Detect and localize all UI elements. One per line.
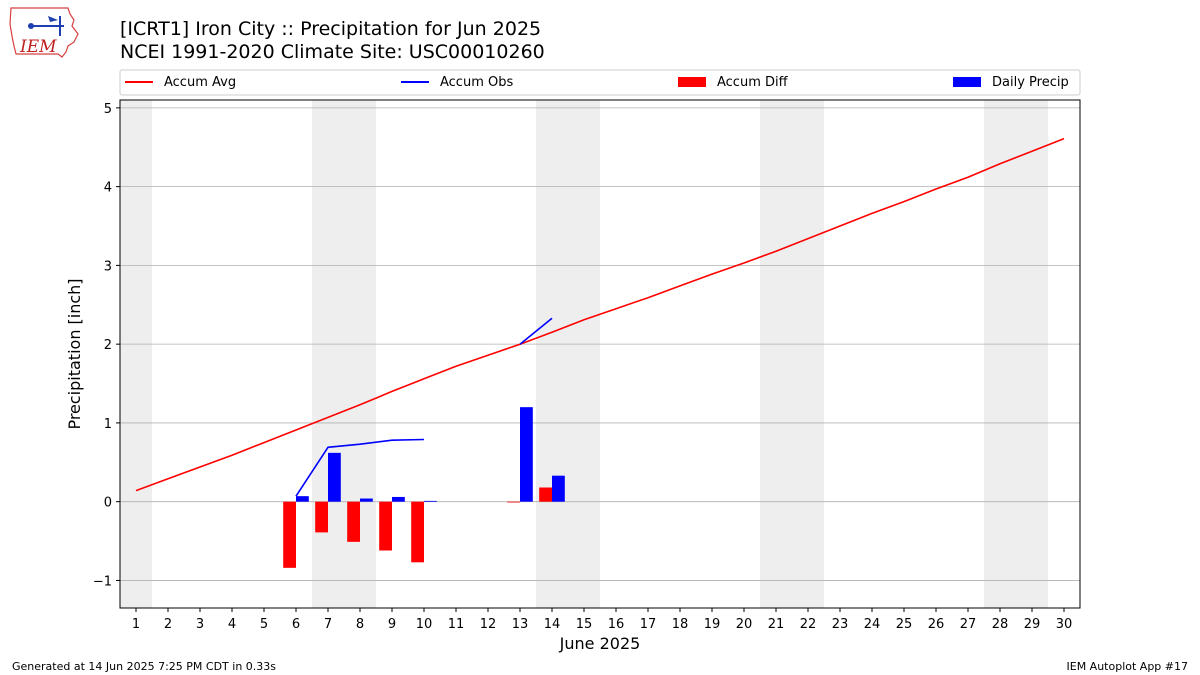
x-tick-label-20: 20: [736, 617, 753, 632]
daily-precip-bar-9: [392, 496, 405, 502]
x-tick-label-27: 27: [960, 617, 977, 632]
x-tick-label-8: 8: [356, 617, 364, 632]
accum-diff-bar-7: [315, 501, 328, 533]
accum-avg-line: [135, 137, 1065, 492]
weekend-shade-1: [120, 100, 152, 608]
legend-swatch-daily-precip: [953, 77, 981, 87]
x-tick-label-12: 12: [480, 617, 497, 632]
logo-text: IEM: [19, 37, 57, 57]
x-tick-label-15: 15: [576, 617, 593, 632]
x-tick-label-21: 21: [768, 617, 785, 632]
iowa-outline-icon: [9, 7, 79, 58]
x-axis-label: June 2025: [559, 634, 641, 653]
chart-title-line-2: NCEI 1991-2020 Climate Site: USC00010260: [120, 41, 545, 63]
footer-generated-text: Generated at 14 Jun 2025 7:25 PM CDT in …: [12, 660, 276, 673]
legend-label-daily-precip: Daily Precip: [992, 75, 1069, 90]
accum-diff-bar-6: [283, 501, 296, 568]
weekend-shading: [120, 100, 1048, 608]
daily-precip-bar-10: [424, 500, 437, 502]
accum-diff-bar-10: [411, 501, 424, 563]
x-tick-label-11: 11: [448, 617, 465, 632]
weekend-shade-4: [760, 100, 824, 608]
legend-box: [119, 69, 1081, 96]
legend-label-accum-obs: Accum Obs: [440, 75, 513, 90]
y-tick-label-3: 3: [104, 259, 112, 274]
accum-diff-bar-13: [507, 501, 520, 503]
accum-diff-bar-14: [539, 487, 552, 502]
y-tick-label-2: 2: [104, 338, 112, 353]
x-tick-label-5: 5: [260, 617, 268, 632]
lines: [135, 137, 1065, 497]
footer-app-text: IEM Autoplot App #17: [1067, 660, 1189, 673]
rain-gauge-icon: [28, 23, 34, 29]
y-tick-label-5: 5: [104, 102, 112, 117]
x-tick-label-19: 19: [704, 617, 721, 632]
x-tick-label-2: 2: [164, 617, 172, 632]
x-tick-label-29: 29: [1024, 617, 1041, 632]
x-tick-label-6: 6: [292, 617, 300, 632]
daily-precip-bar-14: [552, 475, 565, 502]
y-gridlines: [120, 107, 1080, 581]
accum-obs-line-1: [295, 438, 425, 497]
y-axis-ticks: −1 0 1 2 3 4 5: [93, 102, 120, 589]
legend: Accum Avg Accum Obs Accum Diff Daily Precip: [119, 69, 1081, 96]
x-tick-label-13: 13: [512, 617, 529, 632]
x-tick-label-14: 14: [544, 617, 561, 632]
x-tick-label-23: 23: [832, 617, 849, 632]
weekend-shade-3: [536, 100, 600, 608]
x-tick-label-4: 4: [228, 617, 236, 632]
accum-obs-line-2: [519, 317, 553, 345]
x-tick-label-28: 28: [992, 617, 1009, 632]
iem-logo: IEM: [9, 7, 79, 58]
legend-label-accum-diff: Accum Diff: [717, 75, 789, 90]
y-tick-label-0: 0: [104, 496, 112, 511]
y-tick-label--1: −1: [93, 574, 112, 589]
plot-frame: [119, 99, 1081, 609]
y-tick-label-1: 1: [104, 417, 112, 432]
y-tick-label-4: 4: [104, 181, 112, 196]
x-tick-label-26: 26: [928, 617, 945, 632]
y-axis-label: Precipitation [inch]: [65, 278, 84, 429]
x-tick-label-25: 25: [896, 617, 913, 632]
legend-label-accum-avg: Accum Avg: [164, 75, 236, 90]
bars: [283, 407, 565, 568]
x-tick-label-9: 9: [388, 617, 396, 632]
weekend-shade-5: [984, 100, 1048, 608]
x-tick-label-17: 17: [640, 617, 657, 632]
accum-diff-bar-9: [379, 501, 392, 551]
legend-swatch-accum-diff: [678, 77, 706, 87]
chart-title-line-1: [ICRT1] Iron City :: Precipitation for J…: [120, 18, 541, 40]
daily-precip-bar-8: [360, 498, 373, 502]
x-tick-label-16: 16: [608, 617, 625, 632]
x-tick-label-3: 3: [196, 617, 204, 632]
x-tick-label-1: 1: [132, 617, 140, 632]
x-tick-label-22: 22: [800, 617, 817, 632]
accum-diff-bar-8: [347, 501, 360, 542]
x-tick-label-10: 10: [416, 617, 433, 632]
daily-precip-bar-7: [328, 452, 341, 502]
wind-vane-icon: [48, 16, 58, 22]
daily-precip-bar-13: [520, 407, 533, 502]
daily-precip-bar-6: [296, 496, 309, 502]
x-axis-ticks: 1 2 3 4 5 6 7 8 9 10 11 12 13 14 15 16 17 18 19 20 21 22 23 24 2…: [132, 608, 1072, 632]
x-tick-label-7: 7: [324, 617, 332, 632]
x-tick-label-24: 24: [864, 617, 881, 632]
x-tick-label-30: 30: [1056, 617, 1073, 632]
x-tick-label-18: 18: [672, 617, 689, 632]
